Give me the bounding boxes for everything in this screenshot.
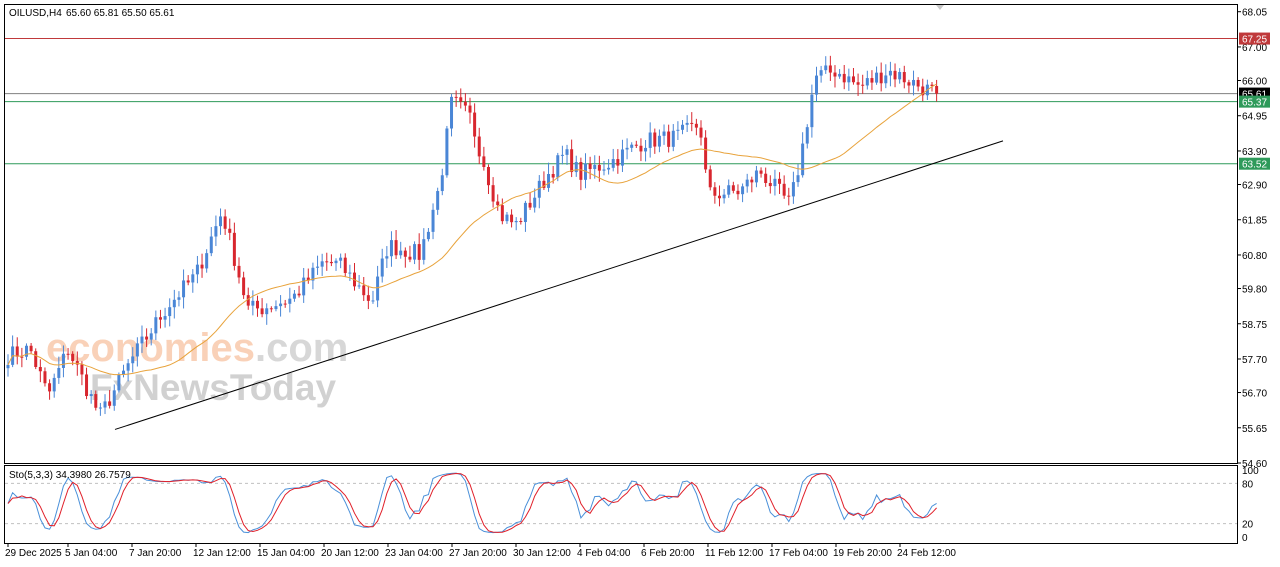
x-tick-label: 12 Jan 12:00 [193,548,251,559]
y-tick-label: 59.80 [1242,285,1267,296]
y-tick-label: 62.90 [1242,181,1267,192]
x-tick-label: 29 Dec 2025 [5,548,62,559]
x-tick-label: 24 Feb 12:00 [897,548,956,559]
candle [34,348,37,369]
y-tick-label: 68.05 [1242,8,1267,19]
stochastic-level-label: 20 [1242,520,1254,531]
candle [445,126,448,178]
stochastic-label: Sto(5,3,3) 34.3980 26.7579 [9,470,131,481]
chart-ohlc: 65.60 65.81 65.50 65.61 [66,8,175,19]
x-tick-label: 7 Jan 20:00 [129,548,182,559]
price-axis: 68.0567.0066.0064.9563.9062.9061.8560.80… [1237,8,1267,470]
x-tick-label: 4 Feb 04:00 [577,548,631,559]
stochastic-level-label: 100 [1242,466,1259,477]
chart-symbol: OILUSD,H4 [9,8,62,19]
x-tick-label: 20 Jan 12:00 [321,548,379,559]
stochastic-level-label: 0 [1242,533,1248,544]
time-axis: 29 Dec 2025 5 Jan 04:00 7 Jan 20:00 12 Jan … [5,543,956,559]
candle [117,373,120,393]
y-tick-label: 61.85 [1242,216,1267,227]
x-tick-label: 27 Jan 20:00 [449,548,507,559]
x-tick-label: 6 Feb 20:00 [641,548,695,559]
y-tick-label: 55.65 [1242,424,1267,435]
stochastic-level-label: 80 [1242,479,1254,490]
watermark-fxnewstoday: FxNewsToday [90,367,336,408]
x-tick-label: 15 Jan 04:00 [257,548,315,559]
price-tag-text: 63.52 [1242,160,1267,171]
y-tick-label: 66.00 [1242,76,1267,87]
stochastic-frame [5,466,1238,544]
y-tick-label: 57.70 [1242,355,1267,366]
y-tick-label: 56.70 [1242,389,1267,400]
y-tick-label: 63.90 [1242,147,1267,158]
x-tick-label: 19 Feb 20:00 [833,548,892,559]
price-tag-text: 65.37 [1242,98,1267,109]
x-tick-label: 17 Feb 04:00 [769,548,828,559]
x-tick-label: 23 Jan 04:00 [385,548,443,559]
x-tick-label: 30 Jan 12:00 [513,548,571,559]
y-tick-label: 60.80 [1242,251,1267,262]
x-tick-label: 5 Jan 04:00 [65,548,118,559]
x-tick-label: 11 Feb 12:00 [705,548,764,559]
watermark-dotcom: .com [255,326,348,370]
price-tag-text: 67.25 [1242,35,1267,46]
y-tick-label: 58.75 [1242,320,1267,331]
y-tick-label: 64.95 [1242,112,1267,123]
